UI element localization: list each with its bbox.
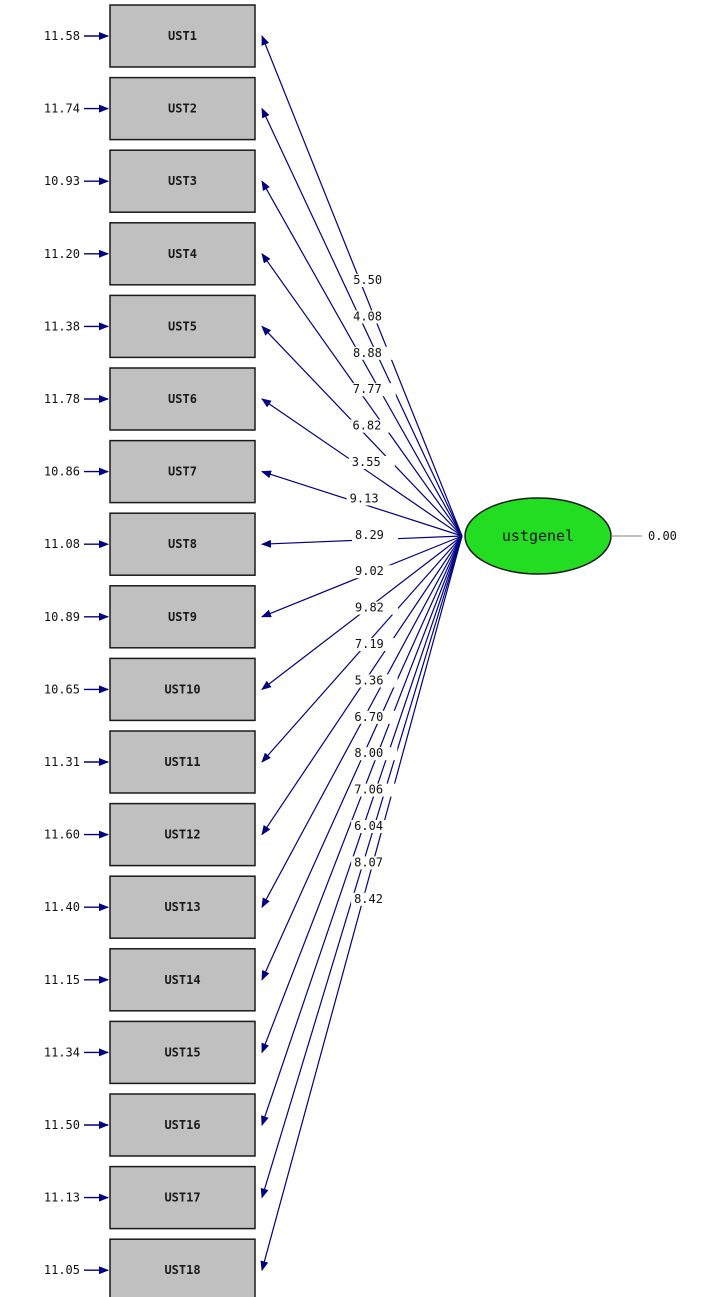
loading-value: 7.19 — [355, 637, 384, 651]
loading-label-bg — [351, 674, 398, 688]
error-variance: 11.50 — [44, 1118, 80, 1132]
indicator-box — [109, 76, 256, 141]
indicator-name: UST8 — [168, 537, 197, 551]
loading-value: 9.82 — [355, 601, 384, 615]
indicator-box — [109, 948, 256, 1012]
loading-value: 9.02 — [355, 564, 384, 578]
error-variance: 11.60 — [44, 828, 80, 842]
loading-label-bg — [351, 892, 398, 906]
indicator-box — [109, 585, 256, 649]
indicator-box — [109, 657, 256, 722]
error-variance: 10.89 — [44, 610, 80, 624]
loading-label-bg — [348, 456, 395, 469]
indicator-name: UST7 — [168, 465, 197, 479]
loading-value: 6.70 — [354, 710, 383, 724]
error-variance: 10.93 — [44, 174, 80, 188]
loading-value: 9.13 — [350, 491, 379, 505]
loading-value: 8.42 — [354, 892, 383, 906]
indicator-box — [109, 439, 256, 504]
indicator-box — [109, 222, 256, 286]
latent-name: ustgenel — [502, 527, 574, 545]
loading-value: 5.36 — [355, 673, 384, 687]
loading-value: 3.55 — [352, 455, 381, 469]
error-variance: 11.13 — [44, 1191, 80, 1205]
indicator-name: UST3 — [168, 174, 197, 188]
error-variance-arrows: 11.58 11.74 10.93 11.20 11.38 11.78 10.86 11.08… — [44, 29, 109, 1277]
error-variance: 11.38 — [44, 319, 80, 333]
indicator-box — [109, 730, 256, 794]
loading-label-bg — [349, 383, 396, 397]
indicator-box — [109, 802, 256, 867]
loading-value: 8.29 — [355, 528, 384, 542]
loading-value: 4.08 — [353, 309, 382, 323]
indicator-box — [109, 149, 256, 213]
loading-value: 8.88 — [353, 346, 382, 360]
indicator-boxes: UST1 UST2 UST3 UST4 UST5 UST6 UST7 UST8 UST9 UST1… — [109, 4, 256, 1297]
loading-label-bg — [351, 856, 398, 870]
loading-label-bg — [352, 528, 398, 542]
indicator-name: UST17 — [164, 1191, 200, 1205]
error-variance: 10.86 — [44, 465, 80, 479]
indicator-box — [109, 1238, 256, 1297]
indicator-name: UST4 — [168, 247, 197, 261]
error-variance: 11.58 — [44, 29, 80, 43]
indicator-name: UST14 — [164, 973, 200, 987]
loading-label-bg — [350, 310, 397, 324]
indicator-box — [109, 1020, 256, 1085]
loading-value: 7.77 — [353, 382, 382, 396]
loading-label-bg — [350, 274, 397, 287]
indicator-name: UST18 — [164, 1263, 200, 1277]
indicator-name: UST15 — [164, 1045, 200, 1059]
loading-value: 5.50 — [353, 273, 382, 287]
loading-value-labels: 5.50 4.08 8.88 7.77 6.82 3.55 9.13 8.29 9.02 9.82… — [346, 273, 398, 906]
loading-value: 6.04 — [354, 819, 383, 833]
error-variance: 11.40 — [44, 900, 80, 914]
indicator-name: UST13 — [164, 900, 200, 914]
loading-label-bg — [352, 601, 398, 615]
indicator-box — [109, 4, 256, 68]
error-variance: 11.20 — [44, 247, 80, 261]
loading-label-bg — [351, 710, 398, 724]
loading-label-bg — [349, 419, 396, 433]
latent-variance: 0.00 — [648, 529, 677, 543]
indicator-box — [109, 1093, 256, 1157]
indicator-box — [109, 294, 256, 359]
loading-label-bg — [351, 783, 398, 797]
indicator-name: UST10 — [164, 682, 200, 696]
error-variance: 11.34 — [44, 1045, 80, 1059]
indicator-name: UST9 — [168, 610, 197, 624]
error-variance: 11.78 — [44, 392, 80, 406]
latent-variable-node: ustgenel 0.00 — [464, 497, 677, 575]
error-variance: 11.08 — [44, 537, 80, 551]
error-variance: 11.15 — [44, 973, 80, 987]
indicator-name: UST11 — [164, 755, 200, 769]
factor-loading-arrows — [260, 35, 463, 1272]
error-variance: 11.31 — [44, 755, 80, 769]
loading-label-bg — [352, 565, 398, 579]
loading-label-bg — [351, 747, 398, 761]
error-variance: 10.65 — [44, 682, 80, 696]
indicator-box — [109, 1165, 256, 1230]
indicator-name: UST6 — [168, 392, 197, 406]
indicator-name: UST12 — [164, 828, 200, 842]
indicator-name: UST2 — [168, 102, 197, 116]
indicator-box — [109, 367, 256, 431]
loading-value: 8.07 — [354, 855, 383, 869]
indicator-name: UST1 — [168, 29, 197, 43]
loading-label-bg — [346, 492, 393, 506]
indicator-box — [109, 512, 256, 576]
loading-label-bg — [351, 638, 398, 651]
error-variance: 11.74 — [44, 102, 80, 116]
error-variance: 11.05 — [44, 1263, 80, 1277]
loading-value: 6.82 — [352, 419, 381, 433]
loading-label-bg — [351, 820, 398, 833]
loading-value: 7.06 — [354, 783, 383, 797]
loading-value: 8.00 — [354, 746, 383, 760]
indicator-name: UST16 — [164, 1118, 200, 1132]
indicator-box — [109, 875, 256, 939]
loading-label-bg — [349, 346, 396, 360]
indicator-name: UST5 — [168, 319, 197, 333]
